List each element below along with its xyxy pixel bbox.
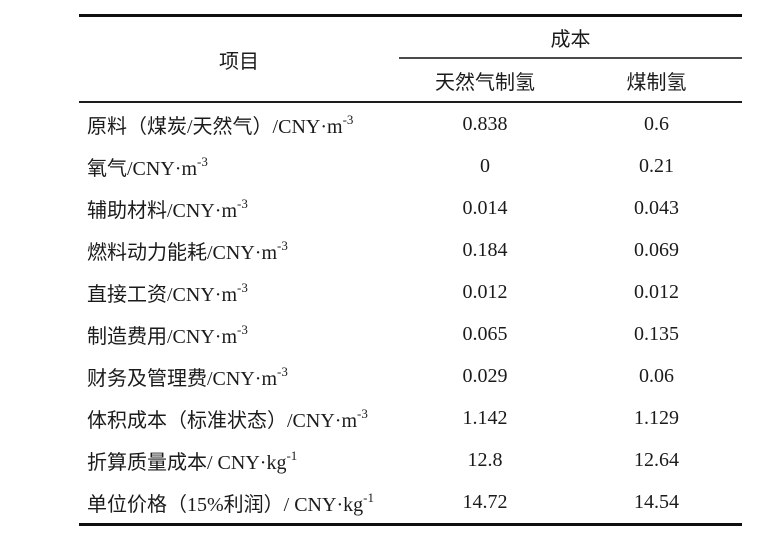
table-row: 直接工资/CNY·m-3 0.012 0.012 [79,271,742,313]
row-label-text: 原料（煤炭/天然气）/CNY·m [87,115,343,138]
unit-superscript: -3 [237,195,248,211]
coal-value: 14.54 [634,490,679,513]
header-cost: 成本 [399,15,742,59]
row-label: 氧气/CNY·m-3 [79,145,399,187]
row-label-text: 氧气/CNY·m [87,157,197,180]
row-label: 原料（煤炭/天然气）/CNY·m-3 [79,102,399,145]
unit-superscript: -3 [277,363,288,379]
unit-superscript: -3 [342,111,354,127]
row-label: 折算质量成本/ CNY·kg-1 [79,439,399,481]
table-row: 燃料动力能耗/CNY·m-3 0.184 0.069 [79,229,742,271]
row-label: 单位价格（15%利润）/ CNY·kg-1 [79,481,399,525]
header-coal: 煤制氢 [571,58,742,103]
row-label-text: 单位价格（15%利润）/ CNY·kg [87,493,364,516]
header-row-top: 项目 成本 [79,15,742,103]
row-label-text: 燃料动力能耗/CNY·m [87,241,277,264]
row-label: 体积成本（标准状态）/CNY·m-3 [79,397,399,439]
natural-gas-value: 0.012 [462,280,508,303]
unit-superscript: -1 [363,489,374,505]
table-row: 辅助材料/CNY·m-3 0.014 0.043 [79,187,742,229]
natural-gas-value: 0.838 [462,112,508,135]
row-label-text: 制造费用/CNY·m [87,325,237,348]
coal-value: 0.6 [644,112,669,135]
row-label: 直接工资/CNY·m-3 [79,271,399,313]
natural-gas-value: 0.029 [462,364,508,387]
natural-gas-value: 12.8 [467,448,503,471]
row-label: 财务及管理费/CNY·m-3 [79,355,399,397]
unit-superscript: -1 [286,447,298,463]
row-label-text: 财务及管理费/CNY·m [87,367,277,390]
row-label-text: 辅助材料/CNY·m [87,199,237,222]
coal-value: 0.135 [634,322,679,345]
table-row: 折算质量成本/ CNY·kg-1 12.8 12.64 [79,439,742,481]
coal-value: 0.06 [639,364,674,387]
natural-gas-value: 0.014 [462,196,508,219]
row-label: 制造费用/CNY·m-3 [79,313,399,355]
unit-superscript: -3 [197,153,208,169]
table-row: 体积成本（标准状态）/CNY·m-3 1.142 1.129 [79,397,742,439]
unit-superscript: -3 [237,321,248,337]
row-label-text: 折算质量成本/ CNY·kg [87,451,287,474]
unit-superscript: -3 [237,279,248,295]
natural-gas-value: 1.142 [462,406,508,429]
unit-superscript: -3 [277,237,288,253]
natural-gas-value: 0.184 [462,238,508,261]
header-row-sub: 天然气制氢 煤制氢 [79,58,742,103]
table-row: 原料（煤炭/天然气）/CNY·m-3 0.838 0.6 [79,102,742,145]
header-natural-gas: 天然气制氢 [399,58,571,103]
coal-value: 12.64 [634,448,679,471]
unit-superscript: -3 [357,405,368,421]
coal-value: 0.012 [634,280,679,303]
table-row: 氧气/CNY·m-3 0 0.21 [79,145,742,187]
table-row: 单位价格（15%利润）/ CNY·kg-1 14.72 14.54 [79,481,742,525]
coal-value: 0.069 [634,238,679,261]
table-row: 财务及管理费/CNY·m-3 0.029 0.06 [79,355,742,397]
cost-table-container: 项目 成本 天然气制氢 煤制氢 原料（煤炭/天然气）/CNY·m-3 0.838… [79,14,742,526]
row-label: 燃料动力能耗/CNY·m-3 [79,229,399,271]
coal-value: 1.129 [634,406,679,429]
row-label: 辅助材料/CNY·m-3 [79,187,399,229]
coal-value: 0.043 [634,196,679,219]
natural-gas-value: 14.72 [462,490,508,513]
header-item: 项目 [79,15,399,103]
row-label-text: 体积成本（标准状态）/CNY·m [87,409,357,432]
row-label-text: 直接工资/CNY·m [87,283,237,306]
natural-gas-value: 0 [480,154,490,177]
natural-gas-value: 0.065 [462,322,508,345]
coal-value: 0.21 [639,154,674,177]
table-row: 制造费用/CNY·m-3 0.065 0.135 [79,313,742,355]
hydrogen-cost-table: 项目 成本 天然气制氢 煤制氢 原料（煤炭/天然气）/CNY·m-3 0.838… [79,14,742,526]
